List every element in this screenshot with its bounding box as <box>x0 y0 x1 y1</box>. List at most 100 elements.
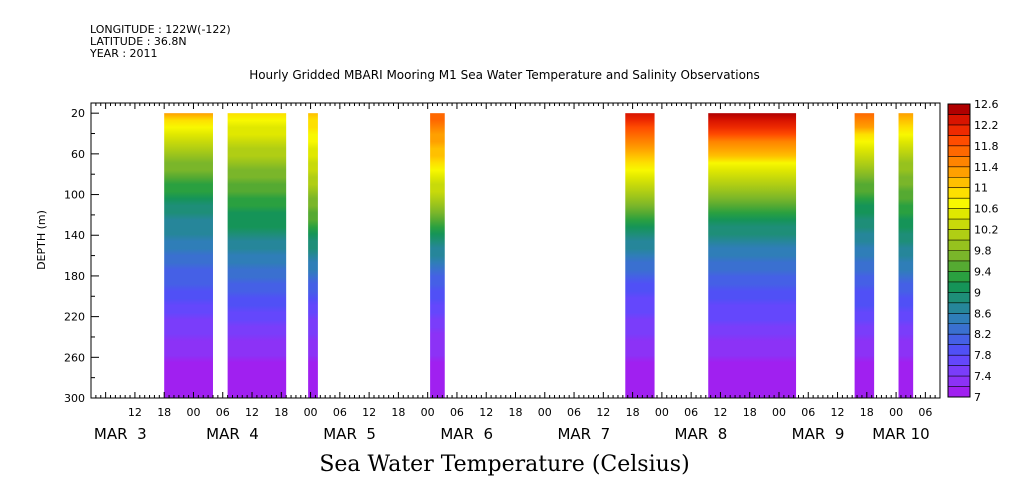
data-segment <box>164 113 213 398</box>
colorbar-swatch <box>948 250 970 262</box>
x-day-label: MAR 5 <box>323 425 376 443</box>
colorbar-swatch <box>948 208 970 220</box>
colorbar-swatch <box>948 240 970 251</box>
x-tick-label: 06 <box>567 406 581 419</box>
colorbar-swatch <box>948 334 970 346</box>
x-tick-label: 18 <box>509 406 523 419</box>
data-segments <box>164 113 914 398</box>
colorbar-swatch <box>948 344 970 356</box>
x-day-label: MAR 3 <box>94 425 147 443</box>
data-segment <box>625 113 655 398</box>
colorbar-swatch <box>948 355 970 367</box>
colorbar-label: 7 <box>974 391 981 404</box>
y-tick-label: 20 <box>71 107 85 120</box>
x-day-label: MAR 7 <box>557 425 610 443</box>
x-tick-label: 00 <box>772 406 786 419</box>
x-tick-label: 18 <box>626 406 640 419</box>
chart-title: Hourly Gridded MBARI Mooring M1 Sea Wate… <box>249 68 760 82</box>
y-tick-label: 180 <box>64 270 85 283</box>
x-tick-label: 12 <box>362 406 376 419</box>
colorbar-swatch <box>948 229 970 241</box>
year-label: YEAR : 2011 <box>90 47 158 60</box>
x-day-label: MAR 8 <box>675 425 728 443</box>
data-segment <box>308 113 318 398</box>
x-tick-label: 06 <box>333 406 347 419</box>
x-tick-label: 06 <box>684 406 698 419</box>
x-tick-label: 12 <box>596 406 610 419</box>
x-tick-label: 00 <box>538 406 552 419</box>
colorbar-label: 11.8 <box>974 140 999 153</box>
y-tick-label: 140 <box>64 229 85 242</box>
x-tick-label: 18 <box>274 406 288 419</box>
colorbar-label: 8.6 <box>974 307 992 320</box>
colorbar-label: 10.2 <box>974 224 999 237</box>
colorbar-swatch <box>948 260 970 272</box>
data-segment <box>227 113 287 398</box>
y-tick-label: 100 <box>64 189 85 202</box>
x-tick-label: 06 <box>801 406 815 419</box>
x-day-label: MAR 6 <box>440 425 493 443</box>
x-day-label: MAR 4 <box>206 425 259 443</box>
colorbar-swatch <box>948 114 970 126</box>
x-tick-label: 12 <box>713 406 727 419</box>
x-tick-label: 00 <box>889 406 903 419</box>
x-tick-label: 00 <box>655 406 669 419</box>
colorbar-label: 12.2 <box>974 119 999 132</box>
longitude-label: LONGITUDE : 122W(-122) <box>90 23 231 36</box>
x-tick-label: 06 <box>216 406 230 419</box>
x-tick-label: 12 <box>245 406 259 419</box>
data-segment <box>430 113 445 398</box>
x-tick-label: 18 <box>157 406 171 419</box>
variable-title: Sea Water Temperature (Celsius) <box>319 452 690 477</box>
colorbar-label: 7.8 <box>974 349 992 362</box>
x-tick-label: 12 <box>479 406 493 419</box>
colorbar-swatch <box>948 313 970 325</box>
y-axis: 20 60 100 140 180 220 260 300 <box>64 107 99 405</box>
colorbar-swatch <box>948 376 970 388</box>
x-tick-label: 18 <box>860 406 874 419</box>
colorbar-swatch <box>948 281 970 293</box>
colorbar-label: 9.8 <box>974 245 992 258</box>
colorbar-swatch <box>948 365 970 377</box>
colorbar-label: 10.6 <box>974 203 999 216</box>
colorbar-swatch <box>948 292 970 304</box>
colorbar-swatch <box>948 198 970 210</box>
y-tick-label: 220 <box>64 311 85 324</box>
colorbar-label: 12.6 <box>974 98 999 111</box>
latitude-label: LATITUDE : 36.8N <box>90 35 187 48</box>
colorbar-label: 11 <box>974 182 988 195</box>
y-tick-label: 60 <box>71 148 85 161</box>
colorbar-label: 9 <box>974 286 981 299</box>
data-segment <box>854 113 875 398</box>
x-tick-label: 00 <box>304 406 318 419</box>
x-tick-label: 18 <box>391 406 405 419</box>
data-segment <box>708 113 797 398</box>
x-day-label: MAR 9 <box>792 425 845 443</box>
colorbar-swatch <box>948 156 970 168</box>
x-tick-label: 06 <box>918 406 932 419</box>
colorbar-label: 11.4 <box>974 161 999 174</box>
colorbar-swatch <box>948 219 970 231</box>
colorbar-swatch <box>948 135 970 147</box>
x-tick-label: 12 <box>128 406 142 419</box>
colorbar-label: 7.4 <box>974 370 992 383</box>
colorbar-swatch <box>948 145 970 157</box>
x-axis: 12 18 00 06 12 18 00 06 12 18 00 06 12 18 00 06 12 18 00 06… <box>94 103 936 443</box>
y-tick-label: 260 <box>64 351 85 364</box>
x-tick-label: 00 <box>421 406 435 419</box>
y-axis-label: DEPTH (m) <box>35 210 48 270</box>
data-segment <box>898 113 914 398</box>
colorbar-swatch <box>948 124 970 136</box>
plot-frame <box>90 102 941 399</box>
colorbar-label: 8.2 <box>974 328 992 341</box>
colorbar-swatch <box>948 187 970 199</box>
x-tick-label: 18 <box>743 406 757 419</box>
colorbar-label: 9.4 <box>974 265 992 278</box>
colorbar-swatch <box>948 271 970 283</box>
x-tick-label: 00 <box>186 406 200 419</box>
colorbar: 7 7.4 7.8 8.2 8.6 9 9.4 9.8 10.2 10.6 11 11.4 11.8 12… <box>947 98 999 404</box>
x-day-label: MAR 10 <box>872 425 929 443</box>
colorbar-swatch <box>948 302 970 314</box>
colorbar-swatch <box>948 104 970 115</box>
